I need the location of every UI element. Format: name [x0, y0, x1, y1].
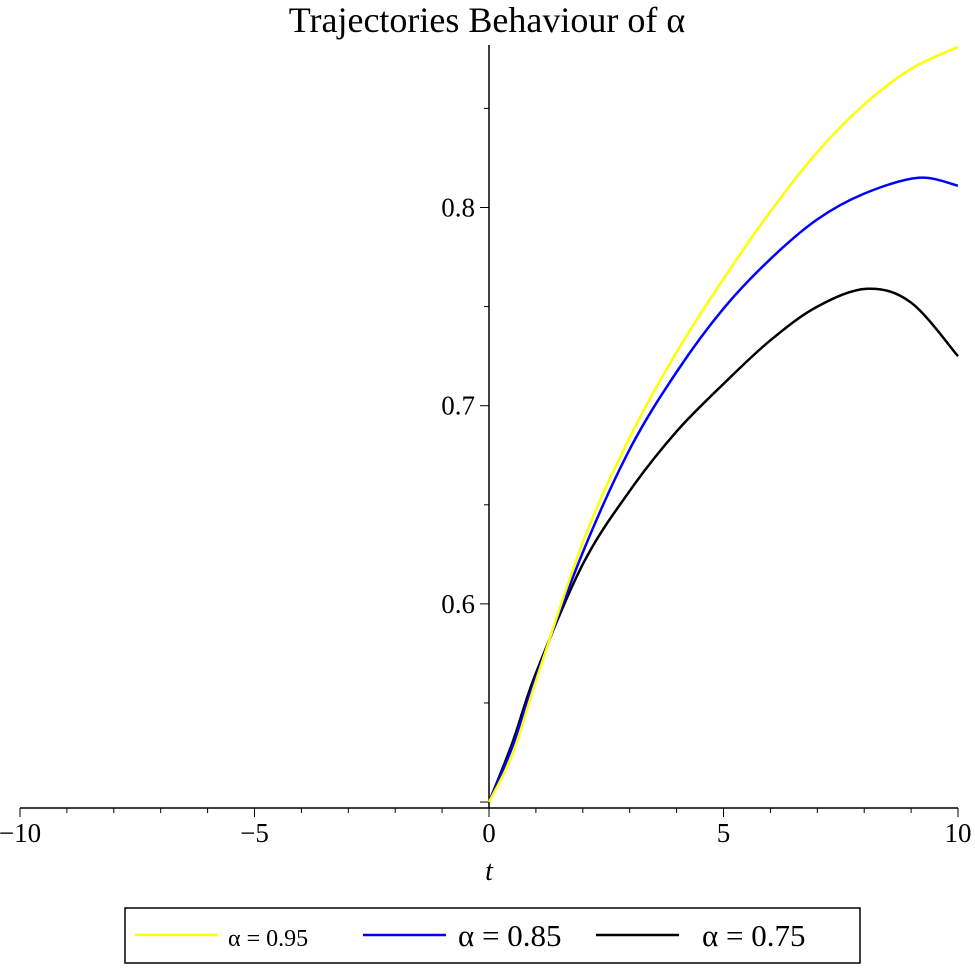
chart-title: Trajectories Behaviour of α	[289, 0, 686, 40]
legend-label: α = 0.85	[458, 918, 561, 953]
y-tick-label: 0.7	[441, 391, 475, 421]
axes: −10 −5 0 5 10 0.6 0.7 0.8	[0, 45, 972, 848]
series-lines	[487, 45, 959, 803]
y-tick-label: 0.8	[441, 193, 475, 223]
x-tick-label: −5	[240, 818, 269, 848]
legend-box	[124, 907, 861, 964]
legend-label: α = 0.95	[228, 926, 308, 952]
series-line-2	[487, 287, 959, 803]
series-line-0	[487, 45, 959, 803]
legend-label: α = 0.75	[702, 918, 805, 953]
legend: α = 0.95 α = 0.85 α = 0.75	[124, 907, 861, 964]
x-tick-label: −10	[0, 818, 41, 848]
x-tick-label: 10	[945, 818, 972, 848]
x-tick-label: 0	[482, 818, 496, 848]
x-tick-label: 5	[717, 818, 731, 848]
series-line-1	[487, 176, 959, 803]
x-axis-label: t	[485, 856, 494, 887]
y-tick-label: 0.6	[441, 589, 475, 619]
